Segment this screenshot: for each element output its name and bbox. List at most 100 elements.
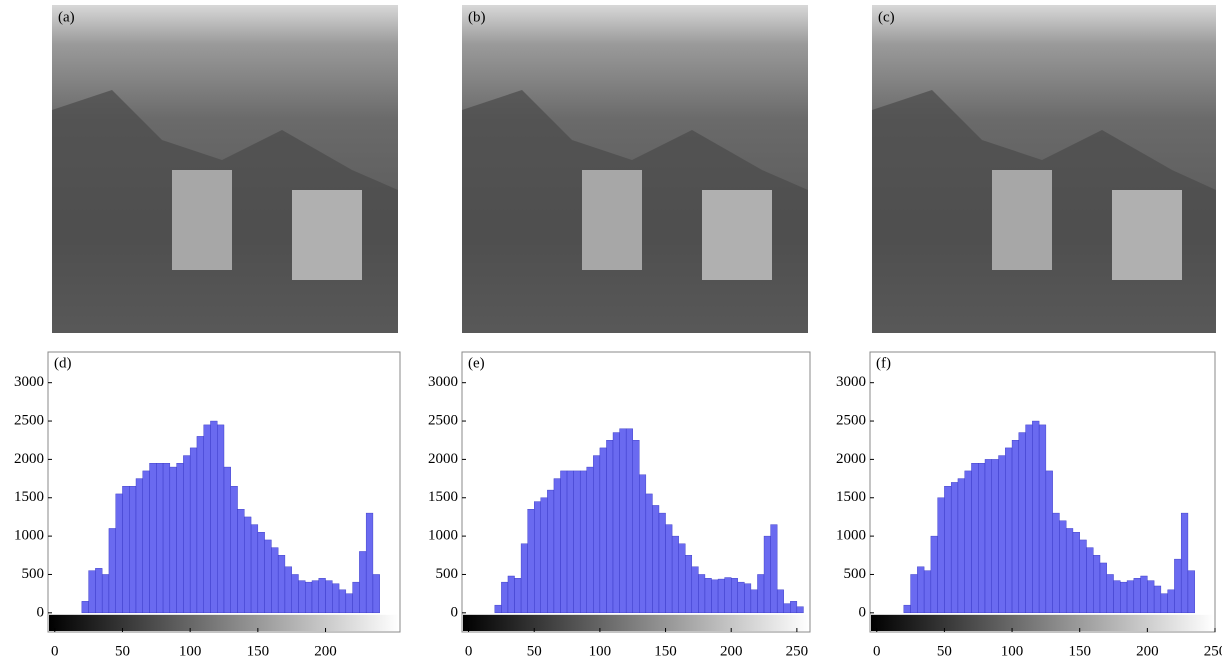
y-tick-label: 3000 [836, 374, 866, 390]
histogram-bar [129, 486, 136, 613]
histogram-bar [1188, 571, 1195, 613]
histogram-bar [156, 463, 163, 613]
histogram-bar [534, 502, 541, 613]
y-tick-label: 2500 [836, 412, 866, 428]
histogram-bar [574, 471, 581, 613]
histogram-bar [116, 494, 123, 613]
histogram-bar [298, 581, 305, 613]
x-tick-label: 150 [247, 643, 270, 659]
histogram-bar [319, 578, 326, 613]
histogram-bar [170, 467, 177, 613]
histogram-bar [725, 578, 732, 613]
histogram-bar [757, 574, 764, 612]
histogram-bar [251, 525, 258, 613]
y-tick-label: 0 [859, 604, 867, 620]
photo-house [292, 190, 362, 280]
histogram-bar [1114, 581, 1121, 613]
histogram-bar [305, 582, 312, 613]
histogram-bar [1012, 440, 1019, 613]
histogram-bar [1154, 586, 1161, 613]
histogram-bar [1066, 528, 1073, 612]
histogram-bar [784, 604, 791, 613]
x-tick-label: 100 [1001, 643, 1024, 659]
histogram-bar [790, 601, 797, 613]
histogram-bar [751, 590, 758, 613]
histogram-bar [373, 574, 380, 612]
histogram-bar [109, 528, 116, 612]
histogram-bar [771, 525, 778, 613]
histogram-bar [924, 571, 931, 613]
histogram-bar [971, 463, 978, 613]
histogram-bar [911, 574, 918, 612]
histogram-bar [238, 509, 245, 613]
y-tick-label: 2000 [428, 451, 458, 467]
y-tick-label: 2500 [14, 412, 44, 428]
histogram-bar [122, 486, 129, 613]
histogram-bar [965, 471, 972, 613]
histogram-bar [698, 574, 705, 612]
histogram-bar [82, 601, 89, 613]
x-tick-label: 150 [1068, 643, 1091, 659]
histogram-bar [265, 540, 272, 613]
histogram-bar [958, 479, 965, 613]
histogram-bar [639, 475, 646, 613]
photo-house [702, 190, 772, 280]
x-tick-label: 50 [527, 643, 542, 659]
figure: (a)(b)(c)0500100015002000250030000501001… [0, 0, 1222, 662]
histogram-bar [1046, 471, 1053, 613]
panel-label: (b) [468, 9, 486, 25]
x-tick-label: 250 [1204, 643, 1222, 659]
y-tick-label: 0 [451, 604, 459, 620]
histogram-bar [1127, 581, 1134, 613]
histogram-bar [521, 544, 528, 613]
histogram-bar [136, 479, 143, 613]
histogram-bar [210, 421, 217, 613]
histogram-bar [204, 425, 211, 613]
panel-label: (c) [878, 9, 895, 25]
photo-house [582, 170, 642, 270]
histogram-bar [744, 584, 751, 613]
histogram-bar [904, 605, 911, 613]
x-tick-label: 200 [314, 643, 337, 659]
histogram-bar [1053, 513, 1060, 613]
y-tick-label: 2500 [428, 412, 458, 428]
histogram-bar [738, 582, 745, 613]
x-tick-label: 0 [465, 643, 473, 659]
histogram-bar [626, 429, 633, 613]
histogram-bar [528, 509, 535, 613]
y-tick-label: 2000 [836, 451, 866, 467]
histogram-bar [646, 494, 653, 613]
histogram-bar [197, 436, 204, 612]
y-tick-label: 500 [436, 566, 459, 582]
histogram-bar [183, 456, 190, 613]
colorbar [871, 615, 1214, 631]
photo-house [172, 170, 232, 270]
x-tick-label: 0 [51, 643, 59, 659]
histogram-bar [600, 448, 607, 613]
histogram-bar [1019, 433, 1026, 613]
histogram-bar [366, 513, 373, 613]
histogram-bar [95, 568, 102, 612]
histogram-bar [978, 463, 985, 613]
histogram-bar [593, 456, 600, 613]
x-tick-label: 150 [654, 643, 677, 659]
histogram-bar [1005, 448, 1012, 613]
histogram-bar [177, 463, 184, 613]
histogram-bar [190, 448, 197, 613]
y-tick-label: 3000 [428, 374, 458, 390]
histogram-bar [163, 463, 170, 613]
histogram-bar [731, 578, 738, 613]
histogram-bar [89, 571, 96, 613]
histogram-bar [495, 605, 502, 613]
y-tick-label: 1500 [428, 489, 458, 505]
colorbar [463, 615, 809, 631]
histogram-bar [271, 548, 278, 613]
histogram-bar [346, 594, 353, 613]
x-tick-label: 50 [937, 643, 952, 659]
histogram-bar [1032, 421, 1039, 613]
panel-label: (a) [58, 9, 75, 25]
histogram-bar [547, 490, 554, 613]
histogram-bar [1086, 548, 1093, 613]
histogram-bar [917, 567, 924, 613]
histogram-bar [143, 471, 150, 613]
